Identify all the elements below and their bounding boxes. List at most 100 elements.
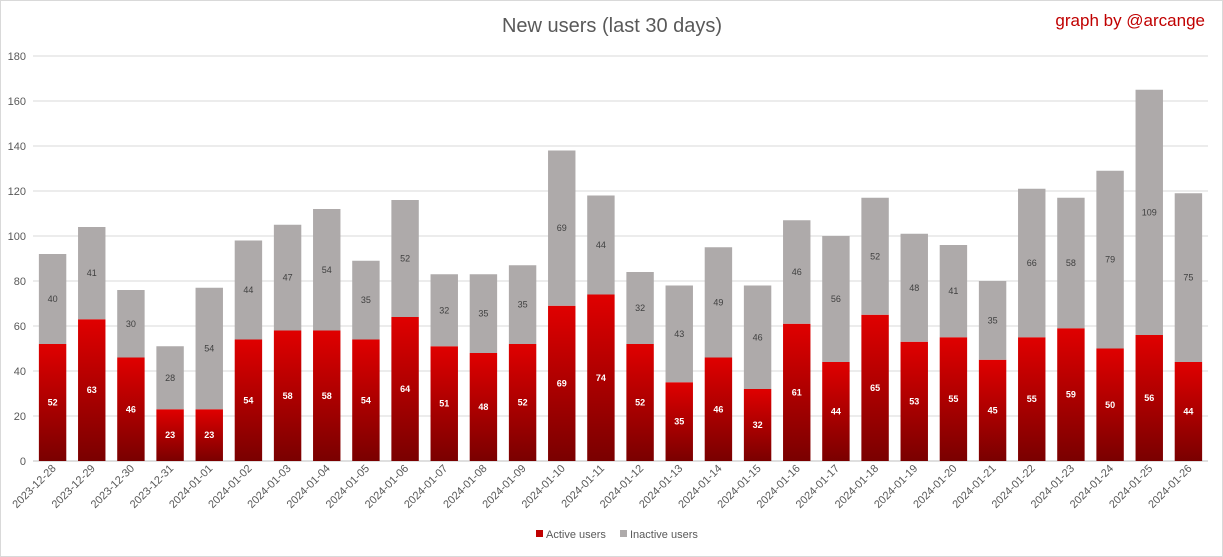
bar-inactive [430, 274, 458, 347]
bar-active [861, 314, 889, 461]
bar-active [313, 330, 341, 461]
data-label-active: 59 [1066, 390, 1076, 400]
bar-active [391, 317, 419, 461]
bar-active [665, 382, 693, 461]
chart-credit: graph by @arcange [1055, 11, 1205, 30]
data-label-active: 48 [478, 402, 488, 412]
bar-inactive [626, 272, 654, 344]
bar-inactive [273, 224, 302, 331]
legend-label: Active users [546, 529, 606, 541]
data-label-inactive: 54 [204, 344, 214, 354]
data-label-active: 45 [988, 405, 998, 415]
data-label-inactive: 35 [518, 300, 528, 310]
y-tick-label: 180 [8, 51, 26, 63]
data-label-inactive: 49 [713, 297, 723, 307]
bar-active [195, 409, 223, 461]
bar-inactive [38, 254, 67, 344]
data-label-active: 61 [792, 387, 802, 397]
bar-inactive [508, 265, 537, 344]
bar-inactive [704, 247, 733, 358]
bar-inactive [391, 200, 419, 317]
bar-inactive [313, 209, 341, 331]
bar-active [783, 323, 811, 461]
y-tick-label: 160 [8, 96, 26, 108]
bar-active [704, 357, 733, 461]
y-tick-label: 20 [14, 411, 26, 423]
data-label-inactive: 48 [909, 283, 919, 293]
data-label-active: 52 [518, 398, 528, 408]
bar-inactive [78, 227, 106, 320]
legend-swatch [620, 530, 627, 537]
bar-inactive [1135, 89, 1163, 335]
bar-active [273, 330, 302, 461]
data-label-inactive: 46 [753, 332, 763, 342]
data-label-active: 50 [1105, 400, 1115, 410]
data-label-active: 65 [870, 383, 880, 393]
data-label-active: 58 [322, 391, 332, 401]
y-tick-label: 60 [14, 321, 26, 333]
bar-inactive [352, 260, 380, 340]
bar-inactive [587, 195, 615, 295]
bars: 52 40 63 41 46 30 23 28 23 54 54 44 58 47 58 54 54 35 64 52… [38, 89, 1203, 461]
bar-active [587, 294, 615, 461]
y-tick-label: 140 [8, 141, 26, 153]
data-label-active: 56 [1144, 393, 1154, 403]
data-label-inactive: 28 [165, 373, 175, 383]
data-label-active: 46 [126, 404, 136, 414]
data-label-inactive: 47 [283, 273, 293, 283]
bar-inactive [900, 233, 928, 342]
bar-inactive [469, 274, 498, 353]
y-tick-label: 80 [14, 276, 26, 288]
data-label-inactive: 43 [674, 329, 684, 339]
bar-active [900, 341, 928, 461]
bar-active [939, 337, 968, 461]
data-label-inactive: 52 [400, 254, 410, 264]
bar-active [548, 305, 576, 461]
data-label-inactive: 44 [243, 285, 253, 295]
data-label-inactive: 54 [322, 265, 332, 275]
data-label-inactive: 40 [48, 294, 58, 304]
bar-inactive [1096, 170, 1124, 349]
bar-active [508, 344, 537, 461]
bar-inactive [783, 220, 811, 324]
bar-inactive [861, 197, 889, 315]
bar-active [78, 319, 106, 461]
data-label-active: 54 [243, 395, 253, 405]
y-tick-label: 100 [8, 231, 26, 243]
data-label-active: 74 [596, 373, 606, 383]
data-label-active: 69 [557, 378, 567, 388]
bar-inactive [978, 281, 1007, 360]
data-label-active: 32 [753, 420, 763, 430]
data-label-active: 35 [674, 417, 684, 427]
bar-inactive [939, 245, 968, 338]
data-label-active: 51 [439, 399, 449, 409]
data-label-inactive: 35 [988, 315, 998, 325]
data-label-active: 63 [87, 385, 97, 395]
bar-inactive [234, 240, 263, 340]
bar-active [156, 409, 184, 461]
data-label-active: 64 [400, 384, 410, 394]
y-tick-label: 40 [14, 366, 26, 378]
bar-inactive [195, 287, 223, 410]
legend-swatch [536, 530, 543, 537]
data-label-inactive: 32 [439, 305, 449, 315]
bar-active [743, 389, 772, 461]
data-label-inactive: 52 [870, 251, 880, 261]
data-label-active: 55 [948, 394, 958, 404]
data-label-inactive: 41 [948, 286, 958, 296]
gridlines [33, 55, 1208, 462]
legend: Active users Inactive users [536, 529, 698, 541]
data-label-active: 46 [713, 404, 723, 414]
bar-active [469, 353, 498, 461]
bar-active [1096, 348, 1124, 461]
chart-title: New users (last 30 days) [502, 15, 722, 37]
bar-inactive [117, 290, 145, 358]
bar-inactive [1018, 188, 1046, 338]
bar-inactive [1057, 197, 1085, 329]
bar-active [1135, 335, 1163, 461]
data-label-active: 54 [361, 395, 371, 405]
y-tick-label: 0 [20, 456, 26, 468]
data-label-inactive: 109 [1142, 207, 1157, 217]
y-tick-label: 120 [8, 186, 26, 198]
